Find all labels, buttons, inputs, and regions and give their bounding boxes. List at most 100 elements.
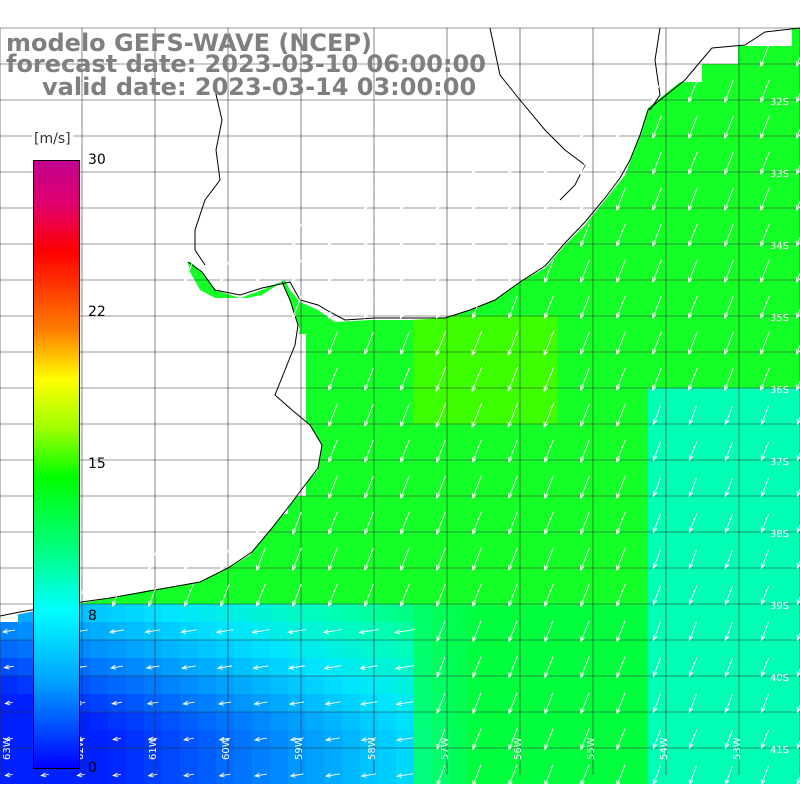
wind-cell	[342, 676, 360, 694]
wind-cell	[594, 730, 612, 748]
wind-cell	[414, 550, 432, 568]
wind-cell	[666, 586, 684, 604]
wind-cell	[648, 532, 666, 550]
wind-cell	[702, 226, 720, 244]
wind-arrow	[760, 657, 770, 678]
wind-cell	[702, 136, 720, 154]
wind-cell	[738, 532, 756, 550]
wind-cell	[342, 712, 360, 730]
wind-cell	[738, 388, 756, 406]
valid-date: valid date: 2023-03-14 03:00:00	[42, 73, 477, 101]
wind-cell	[540, 568, 558, 586]
wind-cell	[252, 712, 270, 730]
wind-cell	[342, 406, 360, 424]
wind-cell	[342, 478, 360, 496]
wind-arrow	[616, 223, 626, 248]
wind-cell	[342, 442, 360, 460]
wind-cell	[594, 442, 612, 460]
wind-arrow	[652, 79, 662, 104]
wind-cell	[558, 478, 576, 496]
wind-cell	[288, 640, 306, 658]
wind-cell	[720, 208, 738, 226]
wind-cell	[522, 298, 540, 316]
wind-cell	[270, 532, 288, 550]
wind-cell	[792, 28, 800, 46]
wind-cell	[468, 316, 486, 334]
wind-arrow	[218, 772, 231, 778]
wind-arrow	[652, 405, 662, 426]
wind-arrow	[688, 477, 698, 498]
wind-arrow	[112, 583, 122, 608]
wind-cell	[324, 604, 342, 622]
wind-cell	[720, 676, 738, 694]
wind-arrow	[109, 664, 123, 670]
wind-cell	[774, 748, 792, 766]
wind-cell	[792, 496, 800, 514]
wind-cell	[612, 676, 630, 694]
wind-cell	[702, 514, 720, 532]
wind-arrow	[508, 620, 518, 643]
wind-cell	[774, 658, 792, 676]
wind-cell	[666, 424, 684, 442]
wind-arrow	[360, 737, 377, 742]
wind-cell	[450, 658, 468, 676]
wind-arrow	[652, 441, 662, 462]
wind-cell	[0, 748, 18, 766]
latitude-label: 39S	[770, 601, 789, 612]
wind-arrow	[394, 628, 415, 635]
wind-arrow	[544, 764, 554, 787]
latitude-label: 36S	[770, 385, 789, 396]
wind-cell	[774, 352, 792, 370]
wind-cell	[774, 370, 792, 388]
wind-cell	[558, 262, 576, 280]
wind-cell	[540, 712, 558, 730]
wind-arrow	[544, 187, 554, 212]
wind-arrow	[184, 547, 194, 572]
wind-arrow	[652, 223, 662, 248]
wind-arrow	[436, 620, 446, 643]
wind-cell	[162, 748, 180, 766]
wind-cell	[774, 640, 792, 658]
wind-cell	[738, 748, 756, 766]
wind-arrow	[760, 477, 770, 498]
wind-cell	[126, 622, 144, 640]
wind-cell	[468, 640, 486, 658]
wind-cell	[558, 532, 576, 550]
wind-cell	[792, 154, 800, 172]
wind-cell	[630, 352, 648, 370]
wind-cell	[234, 676, 252, 694]
wind-arrow	[652, 151, 662, 176]
wind-arrow	[436, 475, 446, 500]
wind-cell	[756, 208, 774, 226]
wind-cell	[792, 478, 800, 496]
wind-cell	[612, 424, 630, 442]
wind-cell	[378, 388, 396, 406]
longitude-label: 59W	[294, 737, 305, 760]
wind-cell	[648, 388, 666, 406]
wind-arrow	[435, 402, 447, 429]
wind-cell	[774, 424, 792, 442]
wind-cell	[270, 694, 288, 712]
wind-cell	[558, 406, 576, 424]
wind-arrow	[220, 583, 230, 608]
wind-arrow	[328, 511, 338, 536]
wind-cell	[522, 532, 540, 550]
latitude-label: 33S	[770, 169, 789, 180]
wind-arrow	[580, 367, 590, 392]
colorbar-tick: 8	[88, 608, 97, 624]
wind-cell	[486, 370, 504, 388]
wind-cell	[792, 298, 800, 316]
wind-cell	[0, 676, 18, 694]
wind-arrow	[544, 439, 554, 464]
wind-arrow	[472, 728, 482, 751]
wind-cell	[594, 604, 612, 622]
wind-arrow	[616, 475, 626, 500]
wind-arrow	[688, 79, 698, 104]
wind-cell	[702, 676, 720, 694]
wind-cell	[306, 316, 324, 334]
wind-cell	[756, 748, 774, 766]
wind-arrow	[616, 367, 626, 392]
wind-cell	[666, 280, 684, 298]
wind-cell	[666, 496, 684, 514]
wind-cell	[522, 676, 540, 694]
